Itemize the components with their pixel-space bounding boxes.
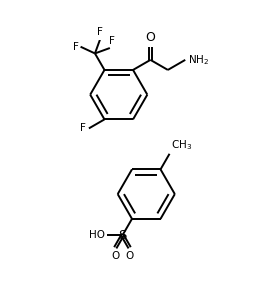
Text: O: O [126,251,134,261]
Text: CH$_3$: CH$_3$ [171,138,192,152]
Text: HO: HO [89,230,105,240]
Text: F: F [73,42,79,52]
Text: F: F [109,36,114,46]
Text: F: F [97,27,103,37]
Text: F: F [81,123,86,133]
Text: S: S [118,229,127,242]
Text: NH$_2$: NH$_2$ [188,53,209,67]
Text: O: O [111,251,119,261]
Text: O: O [146,31,155,44]
